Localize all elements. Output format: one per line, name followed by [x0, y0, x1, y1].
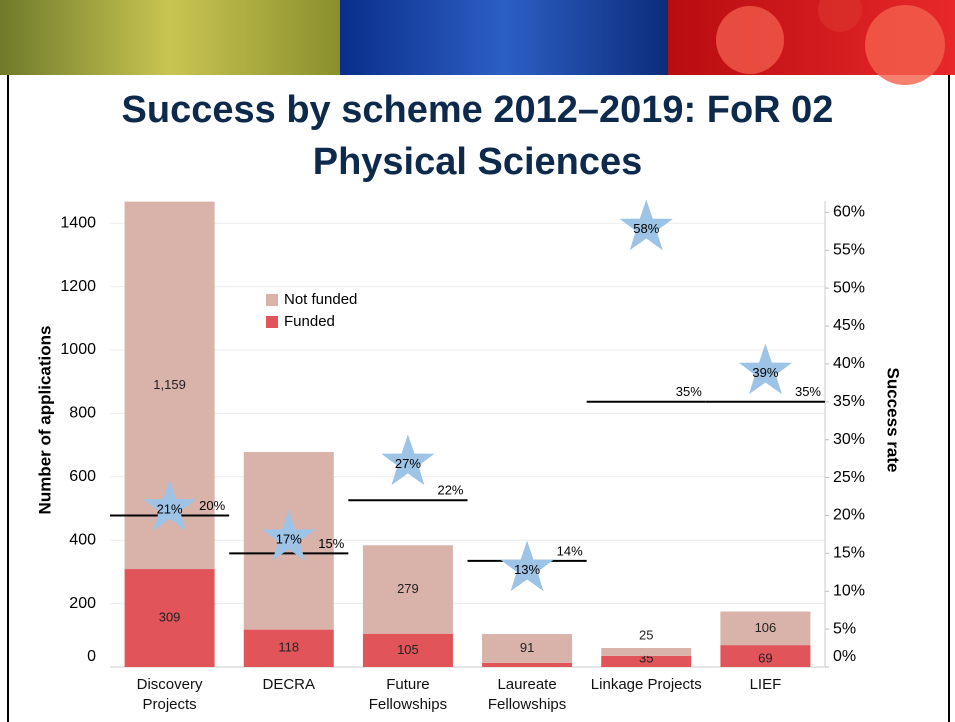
success-star	[500, 540, 554, 592]
bar-segment	[124, 569, 215, 667]
y-tick-label: 1000	[60, 341, 96, 358]
y2-tick-label: 25%	[833, 469, 865, 486]
benchmark-label: 14%	[557, 543, 583, 558]
benchmark-label: 20%	[199, 498, 225, 513]
y2-tick-label: 5%	[833, 620, 856, 637]
banner	[0, 0, 955, 85]
success-star	[262, 510, 316, 561]
bar-segment	[482, 634, 573, 663]
legend-swatch	[266, 316, 278, 328]
y2-tick-label: 35%	[833, 393, 865, 410]
y-tick-label: 0	[87, 648, 96, 665]
x-tick-label: Linkage Projects	[590, 676, 702, 693]
data-label: 105	[397, 642, 419, 657]
star-label: 27%	[395, 456, 421, 471]
y-axis-title: Number of applications	[35, 326, 54, 515]
legend-label: Not funded	[284, 291, 357, 308]
star-label: 17%	[276, 532, 302, 547]
data-label: 25	[639, 627, 653, 642]
y-tick-label: 400	[69, 531, 96, 548]
y-tick-label: 1200	[60, 278, 96, 295]
y2-tick-label: 20%	[833, 507, 865, 524]
y2-tick-label: 0%	[833, 648, 856, 665]
y2-tick-label: 30%	[833, 431, 865, 448]
data-label: 309	[159, 609, 181, 624]
bar-segment	[482, 662, 573, 667]
star-label: 13%	[514, 562, 540, 577]
x-tick-label: DECRA	[262, 676, 315, 693]
bar-segment	[601, 655, 692, 667]
y-tick-label: 1400	[60, 214, 96, 231]
x-tick-label: Discovery Projects	[136, 676, 203, 713]
legend-label: Funded	[284, 313, 335, 330]
bar-segment	[243, 629, 334, 667]
benchmark-label: 15%	[318, 536, 344, 551]
y2-tick-label: 60%	[833, 204, 865, 221]
bar-segment	[720, 611, 811, 646]
y-tick-label: 800	[69, 405, 96, 422]
bar-segment	[601, 647, 692, 656]
y2-tick-label: 50%	[833, 279, 865, 296]
success-star	[381, 434, 435, 486]
y2-axis-title: Success rate	[884, 368, 903, 473]
bar-segment	[362, 633, 453, 667]
x-tick-label: Laureate Fellowships	[487, 676, 567, 713]
y-tick-label: 600	[69, 468, 96, 485]
y2-tick-label: 40%	[833, 355, 865, 372]
success-star	[738, 343, 792, 395]
data-label: 69	[758, 650, 772, 665]
y2-tick-label: 45%	[833, 317, 865, 334]
data-label: 1,159	[153, 377, 186, 392]
benchmark-label: 35%	[795, 384, 821, 399]
benchmark-label: 35%	[676, 384, 702, 399]
x-tick-label: LIEF	[749, 676, 782, 693]
y-tick-label: 200	[69, 595, 96, 612]
x-tick-label: Future Fellowships	[368, 676, 448, 713]
y2-tick-label: 15%	[833, 545, 865, 562]
star-label: 58%	[633, 221, 659, 236]
star-label: 39%	[752, 365, 778, 380]
y2-tick-label: 10%	[833, 582, 865, 599]
data-label: 118	[278, 640, 299, 655]
chart-title: Success by scheme 2012–2019: FoR 02 Phys…	[121, 89, 834, 183]
star-label: 21%	[157, 501, 183, 516]
success-star	[143, 479, 197, 531]
success-star	[619, 199, 673, 251]
data-label: 106	[755, 620, 777, 635]
benchmark-label: 22%	[437, 483, 463, 498]
y2-tick-label: 55%	[833, 241, 865, 258]
data-label: 91	[520, 640, 534, 655]
bar-segment	[720, 645, 811, 667]
legend-swatch	[266, 294, 278, 306]
bar-segment	[362, 545, 453, 634]
data-label: 279	[397, 581, 419, 596]
